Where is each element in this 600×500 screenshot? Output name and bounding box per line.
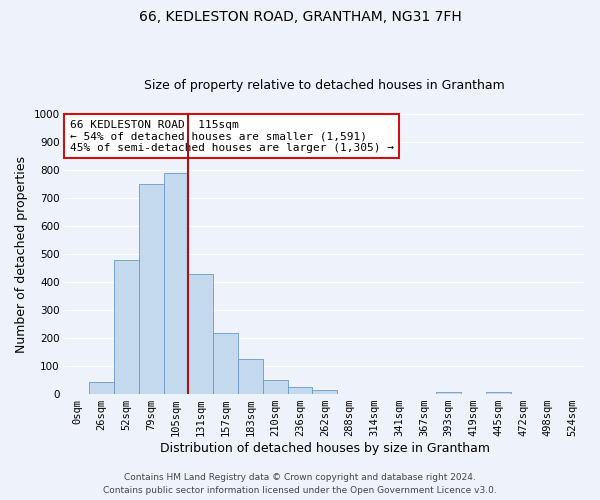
Text: 66 KEDLESTON ROAD: 115sqm
← 54% of detached houses are smaller (1,591)
45% of se: 66 KEDLESTON ROAD: 115sqm ← 54% of detac… [70, 120, 394, 153]
Bar [263, 380, 287, 394]
Bar [238, 358, 263, 394]
Bar [436, 392, 461, 394]
Bar [139, 184, 164, 394]
Title: Size of property relative to detached houses in Grantham: Size of property relative to detached ho… [145, 79, 505, 92]
Bar [114, 260, 139, 394]
Bar [486, 392, 511, 394]
Bar [287, 386, 313, 394]
Bar [164, 173, 188, 394]
Bar [313, 390, 337, 394]
Text: Contains HM Land Registry data © Crown copyright and database right 2024.
Contai: Contains HM Land Registry data © Crown c… [103, 474, 497, 495]
Bar [188, 274, 213, 394]
Text: 66, KEDLESTON ROAD, GRANTHAM, NG31 7FH: 66, KEDLESTON ROAD, GRANTHAM, NG31 7FH [139, 10, 461, 24]
X-axis label: Distribution of detached houses by size in Grantham: Distribution of detached houses by size … [160, 442, 490, 455]
Bar [89, 382, 114, 394]
Y-axis label: Number of detached properties: Number of detached properties [15, 156, 28, 352]
Bar [213, 333, 238, 394]
